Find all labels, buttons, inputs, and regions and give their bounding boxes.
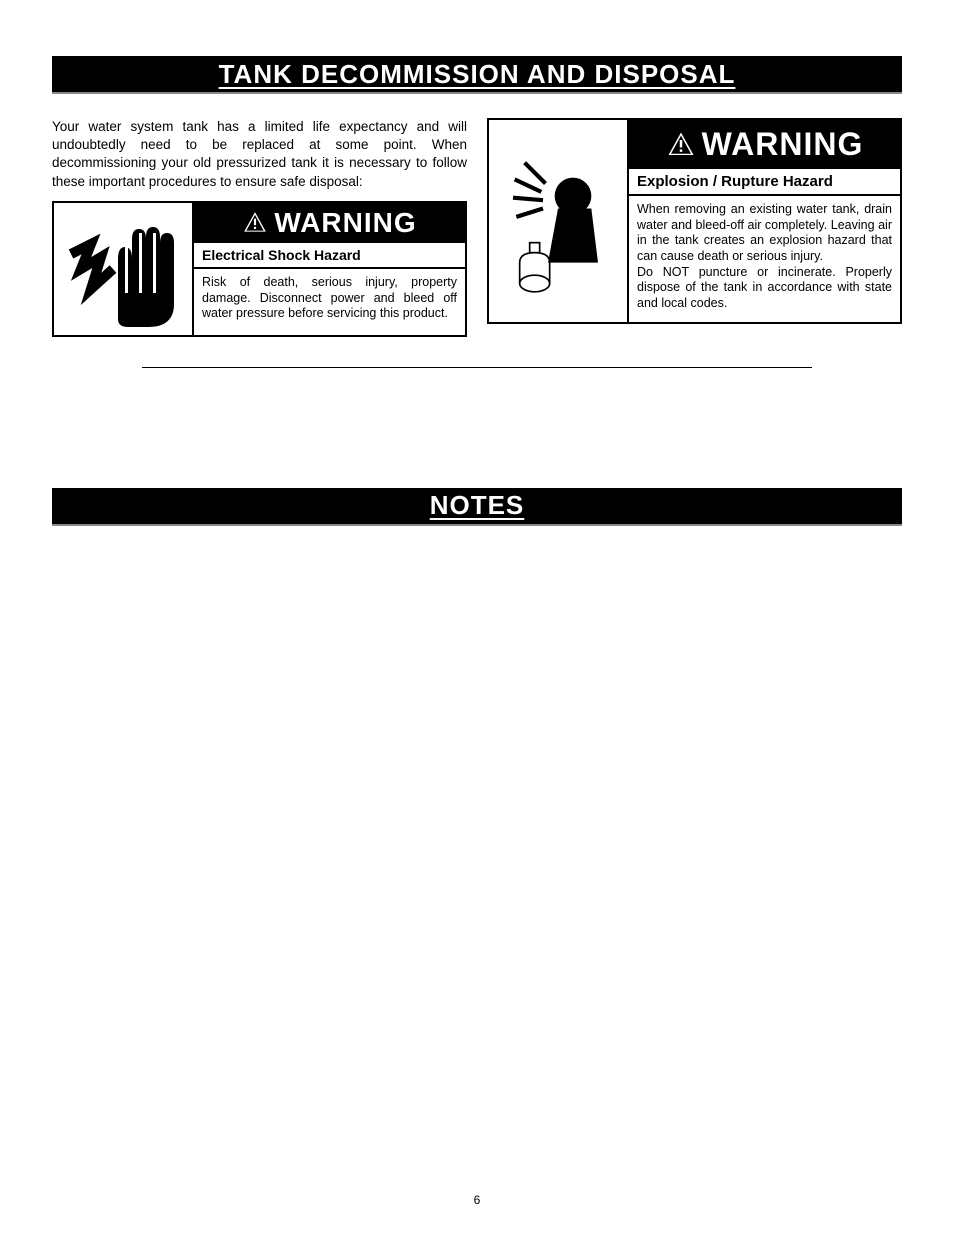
- section-title: NOTES: [430, 490, 525, 521]
- warning-body: When removing an existing water tank, dr…: [629, 196, 900, 321]
- left-column: Your water system tank has a limited lif…: [52, 118, 467, 337]
- warning-subtitle: Explosion / Rupture Hazard: [629, 169, 900, 196]
- explosion-icon: [489, 120, 629, 322]
- warning-header: WARNING: [194, 203, 465, 243]
- warning-electrical-text: WARNING Electrical Shock Hazard Risk of …: [194, 203, 465, 335]
- spacer: [52, 368, 902, 488]
- shock-hand-icon: [54, 203, 194, 335]
- content-row: Your water system tank has a limited lif…: [52, 118, 902, 337]
- page-number: 6: [0, 1193, 954, 1207]
- right-column: WARNING Explosion / Rupture Hazard When …: [487, 118, 902, 337]
- section-header-decommission: TANK DECOMMISSION AND DISPOSAL: [52, 56, 902, 94]
- alert-triangle-icon: [242, 210, 268, 236]
- warning-electrical: WARNING Electrical Shock Hazard Risk of …: [52, 201, 467, 337]
- warning-subtitle: Electrical Shock Hazard: [194, 243, 465, 269]
- warning-body: Risk of death, serious injury, property …: [194, 269, 465, 332]
- warning-explosion-text: WARNING Explosion / Rupture Hazard When …: [629, 120, 900, 322]
- warning-header: WARNING: [629, 120, 900, 169]
- intro-paragraph: Your water system tank has a limited lif…: [52, 118, 467, 191]
- warning-header-text: WARNING: [274, 207, 416, 239]
- warning-header-text: WARNING: [702, 126, 864, 163]
- warning-explosion: WARNING Explosion / Rupture Hazard When …: [487, 118, 902, 324]
- alert-triangle-icon: [666, 130, 696, 160]
- section-title: TANK DECOMMISSION AND DISPOSAL: [219, 59, 736, 90]
- section-header-notes: NOTES: [52, 488, 902, 526]
